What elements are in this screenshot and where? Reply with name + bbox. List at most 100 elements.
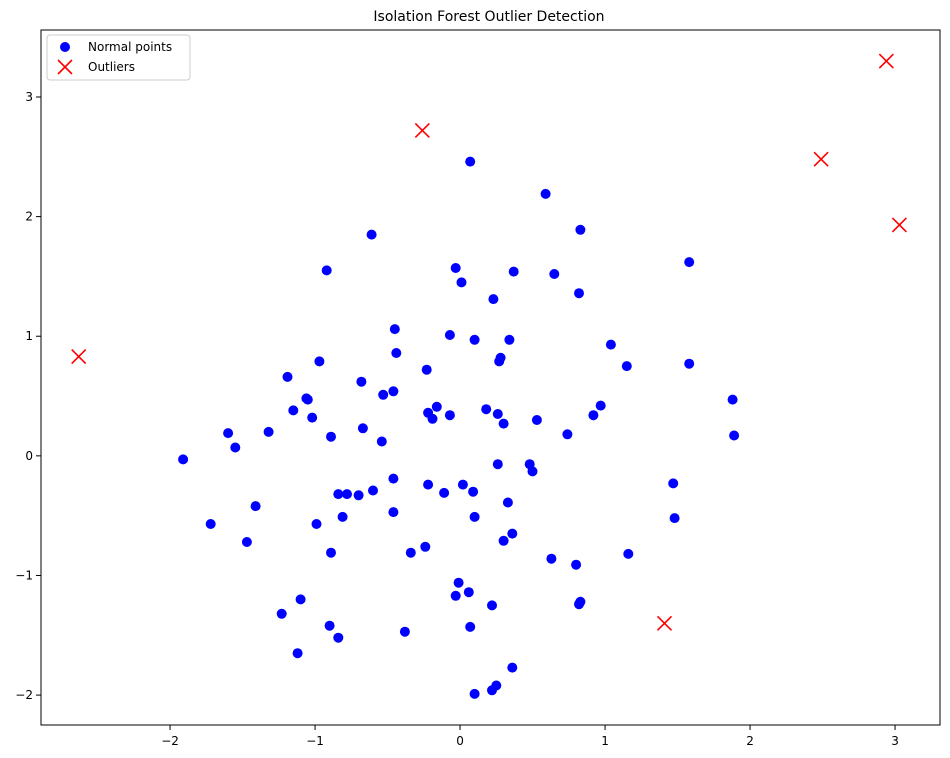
normal-point — [571, 559, 582, 570]
normal-point — [507, 662, 518, 673]
normal-point — [405, 547, 416, 558]
normal-point — [427, 413, 438, 424]
normal-point — [324, 620, 335, 631]
normal-point — [439, 487, 450, 498]
normal-point — [241, 537, 252, 547]
normal-point — [263, 426, 274, 437]
normal-point — [333, 632, 344, 643]
normal-point — [388, 386, 399, 397]
normal-point — [250, 501, 261, 512]
normal-point — [574, 599, 584, 610]
normal-point — [450, 263, 461, 273]
normal-point — [326, 547, 336, 558]
normal-point — [420, 541, 431, 552]
y-tick-label: 3 — [25, 90, 33, 104]
normal-point — [465, 621, 476, 632]
normal-point — [668, 478, 679, 489]
normal-point — [368, 485, 378, 496]
normal-point — [540, 188, 551, 199]
normal-point — [504, 334, 515, 345]
normal-point — [223, 428, 234, 439]
normal-point — [456, 277, 467, 288]
normal-point — [342, 489, 352, 500]
normal-point — [295, 594, 306, 605]
normal-point — [356, 376, 367, 387]
normal-point — [502, 497, 513, 508]
normal-point — [366, 229, 377, 240]
normal-point — [423, 479, 434, 490]
normal-point — [431, 401, 442, 412]
normal-point — [205, 519, 216, 529]
normal-point — [469, 688, 480, 699]
normal-point — [588, 410, 599, 421]
outlier-point — [878, 53, 894, 69]
normal-point — [492, 409, 503, 419]
normal-point — [376, 436, 387, 447]
normal-point — [562, 429, 573, 440]
normal-point — [282, 371, 293, 382]
normal-point — [314, 356, 325, 367]
normal-point — [623, 548, 634, 559]
normal-point — [507, 528, 518, 539]
normal-point — [508, 266, 519, 277]
normal-point — [546, 553, 557, 564]
normal-point — [353, 490, 364, 501]
normal-point — [469, 511, 480, 522]
normal-point — [498, 418, 509, 429]
normal-point — [391, 348, 402, 358]
normal-point — [575, 224, 586, 235]
legend-outlier-marker — [57, 59, 73, 75]
normal-point — [487, 685, 497, 696]
legend-outlier-label: Outliers — [88, 60, 135, 74]
normal-point — [574, 288, 584, 299]
legend-box — [46, 34, 191, 81]
normal-point — [457, 479, 468, 490]
outlier-point — [71, 349, 87, 365]
normal-point — [595, 400, 606, 411]
x-tick-label: 3 — [891, 734, 899, 748]
axes: −2 −1 0 1 2 3 −2 −1 0 1 2 3 — [15, 29, 941, 748]
y-tick-label: −1 — [15, 568, 33, 582]
normal-point — [337, 511, 348, 522]
outlier-point — [813, 151, 829, 167]
outlier-point — [891, 217, 907, 233]
y-tick-label: 0 — [25, 449, 33, 463]
y-tick-label: −2 — [15, 688, 33, 702]
legend-normal-label: Normal points — [88, 40, 172, 54]
normal-point — [488, 294, 499, 305]
normal-point — [444, 410, 455, 421]
legend-normal-marker — [60, 42, 70, 52]
plot-points — [71, 53, 907, 699]
normal-point — [468, 486, 479, 497]
x-tick-label: −1 — [306, 734, 324, 748]
normal-point — [531, 415, 542, 425]
normal-point — [292, 648, 303, 659]
normal-point — [729, 430, 740, 441]
x-tick-label: 1 — [601, 734, 609, 748]
normal-point — [527, 466, 538, 477]
legend: Normal points Outliers — [46, 34, 191, 81]
outlier-point — [656, 615, 673, 631]
normal-point — [727, 394, 738, 405]
normal-point — [453, 577, 464, 588]
normal-point — [494, 356, 505, 367]
normal-point — [463, 587, 474, 598]
x-tick-label: −2 — [161, 734, 179, 748]
normal-point — [388, 507, 399, 518]
normal-point — [549, 269, 560, 279]
normal-point — [357, 423, 368, 434]
normal-point — [288, 405, 299, 416]
normal-point — [326, 431, 336, 442]
normal-point — [684, 257, 695, 268]
normal-point — [621, 361, 632, 372]
y-tick-label: 1 — [25, 329, 33, 343]
normal-point — [669, 513, 680, 524]
normal-point — [321, 265, 332, 276]
normal-point — [498, 535, 509, 546]
normal-point — [399, 626, 410, 637]
normal-point — [450, 590, 461, 601]
normal-point — [178, 454, 189, 465]
chart-title: Isolation Forest Outlier Detection — [373, 9, 604, 25]
normal-point — [444, 330, 455, 340]
